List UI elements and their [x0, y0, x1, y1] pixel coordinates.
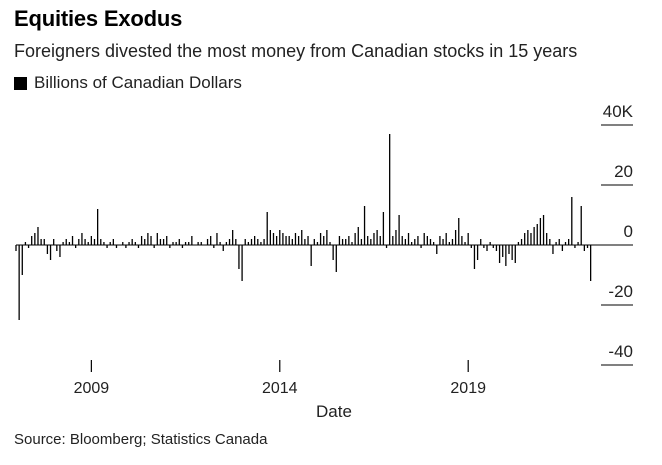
- y-axis: 40K 20 0 -20 -40: [601, 102, 634, 366]
- legend-swatch: [14, 76, 27, 90]
- chart-subtitle: Foreigners divested the most money from …: [14, 41, 578, 61]
- x-axis: 2009 2014 2019: [74, 360, 486, 397]
- x-tick-label: 2009: [74, 380, 110, 397]
- x-tick-label: 2014: [262, 380, 298, 397]
- y-tick-label: -20: [608, 282, 633, 301]
- y-tick-label: -40: [608, 342, 633, 361]
- y-tick-label: 0: [624, 222, 633, 241]
- y-tick-label: 40K: [603, 102, 634, 121]
- x-axis-label: Date: [316, 402, 352, 421]
- y-tick-label: 20: [614, 162, 633, 181]
- source-note: Source: Bloomberg; Statistics Canada: [14, 431, 268, 448]
- chart-title: Equities Exodus: [14, 6, 183, 31]
- x-tick-label: 2019: [450, 380, 486, 397]
- bar-series: [15, 134, 592, 320]
- legend-label: Billions of Canadian Dollars: [34, 73, 242, 92]
- legend: Billions of Canadian Dollars: [14, 73, 242, 93]
